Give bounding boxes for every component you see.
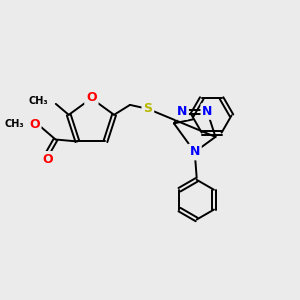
Text: N: N bbox=[190, 146, 200, 158]
Text: S: S bbox=[143, 102, 152, 116]
Text: O: O bbox=[86, 91, 97, 104]
Text: N: N bbox=[177, 105, 187, 118]
Text: O: O bbox=[42, 153, 53, 166]
Text: CH₃: CH₃ bbox=[28, 96, 48, 106]
Text: O: O bbox=[29, 118, 40, 131]
Text: CH₃: CH₃ bbox=[4, 118, 24, 129]
Text: N: N bbox=[202, 105, 213, 118]
